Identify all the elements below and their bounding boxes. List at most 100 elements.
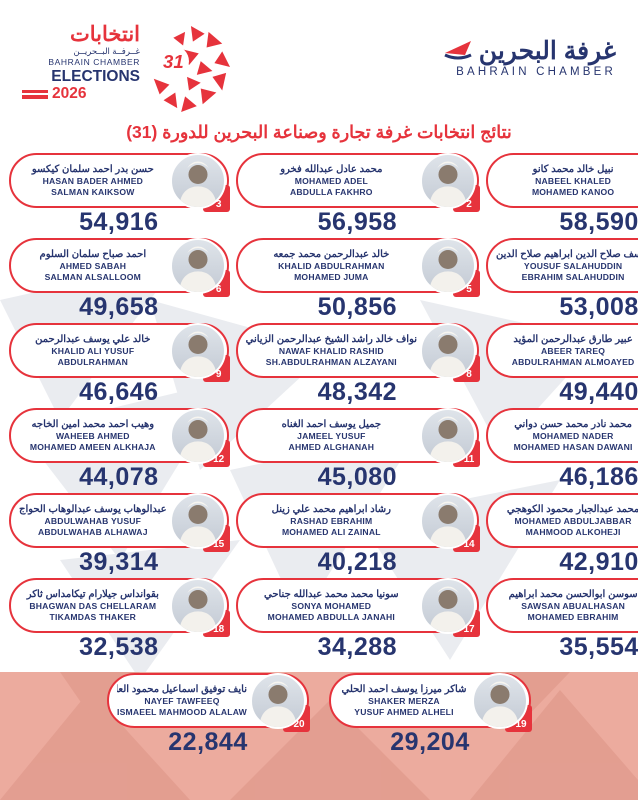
person-icon <box>429 161 467 207</box>
vote-count: 44,078 <box>79 463 159 491</box>
candidate-name-english-line1: KHALID ALI YUSUF <box>51 345 135 356</box>
elections-logo-year: 2026 <box>52 85 87 102</box>
vote-count: 22,844 <box>168 728 248 756</box>
candidate-name-english-line1: KHALID ABDULRAHMAN <box>278 260 385 271</box>
header: انتخابات غــرفــة البــحريــن BAHRAIN CH… <box>0 24 638 118</box>
candidate-names: خالد عبدالرحمن محمد جمعه KHALID ABDULRAH… <box>246 249 417 283</box>
candidate-name-arabic: جميل يوسف احمد الغناه <box>281 418 382 430</box>
candidate-name-english-line2: SALMAN KAIKSOW <box>51 186 135 197</box>
candidate-card: سونيا محمد محمد عبدالله جناحي SONYA MOHA… <box>235 577 481 661</box>
rank-number: 15 <box>213 538 225 550</box>
candidate-card: خالد علي يوسف عبدالرحمن KHALID ALI YUSUF… <box>9 322 230 406</box>
candidate-card: نواف خالد راشد الشيخ عبدالرحمن الزياني N… <box>235 322 481 406</box>
elections-logo-year-row: 2026 <box>22 85 140 103</box>
candidate-names: خالد علي يوسف عبدالرحمن KHALID ALI YUSUF… <box>19 334 167 368</box>
vote-count: 49,658 <box>79 293 159 321</box>
candidate-name-english-line1: BHAGWAN DAS CHELLARAM <box>29 600 157 611</box>
candidate-pill: محمد عادل عبدالله فخرو MOHAMED ADEL ABDU… <box>235 152 481 212</box>
candidate-name-arabic: محمد عادل عبدالله فخرو <box>280 163 383 175</box>
candidate-names: نبيل خالد محمد كانو NABEEL KHALED MOHAME… <box>496 164 638 198</box>
candidate-pill: محمد نادر محمد حسن دواني MOHAMED NADER M… <box>486 408 638 463</box>
candidate-name-arabic: سوسن ابوالحسن محمد ابراهيم <box>508 588 638 600</box>
candidate-name-english-line2: MOHAMED EBRAHIM <box>527 611 619 622</box>
person-icon <box>429 246 467 292</box>
candidate-card: نبيل خالد محمد كانو NABEEL KHALED MOHAME… <box>486 153 638 236</box>
chamber-logo-name-arabic: غرفة البحرين <box>478 37 616 65</box>
rank-number: 5 <box>466 283 472 295</box>
candidate-names: جميل يوسف احمد الغناه JAMEEL YUSUF AHMED… <box>246 419 417 453</box>
rank-number: 19 <box>515 718 527 730</box>
chamber-logo-name-english: BAHRAIN CHAMBER <box>456 66 616 78</box>
round-31-starburst-icon: 31 <box>153 25 231 113</box>
candidate-photo-assembly: 17 <box>420 577 481 637</box>
candidate-names: محمد عبدالجبار محمود الكوهجي MOHAMED ABD… <box>496 504 638 538</box>
candidate-pill: نبيل خالد محمد كانو NABEEL KHALED MOHAME… <box>486 153 638 208</box>
rank-number: 14 <box>463 538 475 550</box>
candidate-name-arabic: سونيا محمد محمد عبدالله جناحي <box>263 588 399 600</box>
candidate-card: محمد عادل عبدالله فخرو MOHAMED ADEL ABDU… <box>235 152 481 236</box>
elections-logo-title-arabic: انتخابات <box>70 23 140 46</box>
candidate-name-english-line1: ABEER TAREQ <box>541 345 606 356</box>
candidate-photo-assembly: 6 <box>169 237 230 297</box>
candidate-pill: خالد عبدالرحمن محمد جمعه KHALID ABDULRAH… <box>235 237 481 297</box>
candidate-name-english-line2: ABDULWAHAB ALHAWAJ <box>37 526 148 537</box>
candidate-names: محمد نادر محمد حسن دواني MOHAMED NADER M… <box>496 419 638 453</box>
candidate-name-english-line1: SONYA MOHAMED <box>291 600 372 611</box>
vote-count: 46,186 <box>559 463 638 491</box>
candidate-photo-assembly: 14 <box>420 492 481 552</box>
candidate-name-arabic: محمد نادر محمد حسن دواني <box>514 418 632 430</box>
vote-count: 50,856 <box>317 293 398 321</box>
poster-content: انتخابات غــرفــة البــحريــن BAHRAIN CH… <box>0 24 638 756</box>
candidate-photo-assembly: 2 <box>420 152 481 212</box>
candidate-name-english-line1: MOHAMED NADER <box>532 430 614 441</box>
vote-count: 34,288 <box>317 633 398 661</box>
candidate-names: سونيا محمد محمد عبدالله جناحي SONYA MOHA… <box>246 589 417 623</box>
elections-logo-text: انتخابات غــرفــة البــحريــن BAHRAIN CH… <box>22 24 140 103</box>
candidate-photo-assembly: 5 <box>420 237 481 297</box>
elections-logo-subtitle-english: BAHRAIN CHAMBER <box>48 57 140 67</box>
elections-logo-subtitle-arabic: غــرفــة البــحريــن <box>73 46 140 56</box>
candidate-pill: سونيا محمد محمد عبدالله جناحي SONYA MOHA… <box>235 577 481 637</box>
candidate-names: نايف توفيق اسماعيل محمود العلوي NAYEF TA… <box>117 684 247 718</box>
candidate-card: احمد صباح سلمان السلوم AHMED SABAH SALMA… <box>9 237 230 321</box>
candidate-name-arabic: نايف توفيق اسماعيل محمود العلوي <box>117 683 247 695</box>
candidate-pill: نايف توفيق اسماعيل محمود العلوي NAYEF TA… <box>107 672 310 732</box>
rank-number: 11 <box>463 453 475 465</box>
candidate-name-english-line2: MOHAMED HASAN DAWANI <box>513 441 633 452</box>
candidate-name-english-line1: SAWSAN ABUALHASAN <box>521 600 626 611</box>
vote-count: 39,314 <box>79 548 159 576</box>
candidate-card: محمد عبدالجبار محمود الكوهجي MOHAMED ABD… <box>486 493 638 576</box>
candidate-photo-assembly: 19 <box>472 672 532 732</box>
candidate-pill: عبير طارق عبدالرحمن المؤيد ABEER TAREQ A… <box>486 323 638 378</box>
candidate-card: بقوانداس جيلارام تيكامداس ثاكر BHAGWAN D… <box>9 577 230 661</box>
rank-number: 3 <box>215 198 222 210</box>
rank-number: 2 <box>466 198 472 210</box>
vote-count: 54,916 <box>79 208 159 236</box>
candidate-name-english-line2: AHMED ALGHANAH <box>288 441 375 452</box>
candidate-name-english-line1: JAMEEL YUSUF <box>297 430 366 441</box>
candidate-card: محمد نادر محمد حسن دواني MOHAMED NADER M… <box>486 408 638 491</box>
vote-count: 48,342 <box>317 378 398 406</box>
rank-number: 8 <box>466 368 472 380</box>
candidate-photo-assembly: 12 <box>169 407 230 467</box>
candidate-name-english-line1: RASHAD EBRAHIM <box>290 515 373 526</box>
candidate-card: نايف توفيق اسماعيل محمود العلوي NAYEF TA… <box>107 672 310 756</box>
candidate-name-arabic: يوسف صلاح الدين ابراهيم صلاح الدين <box>496 248 638 260</box>
vote-count: 49,440 <box>559 378 638 406</box>
candidate-name-english-line2: MOHAMED ALI ZAINAL <box>281 526 381 537</box>
rank-number: 9 <box>215 368 222 380</box>
candidate-avatar <box>420 152 477 209</box>
candidate-name-english-line1: SHAKER MERZA <box>368 695 440 706</box>
candidate-names: بقوانداس جيلارام تيكامداس ثاكر BHAGWAN D… <box>19 589 167 623</box>
candidate-name-arabic: رشاد ابراهيم محمد علي زينل <box>271 503 391 515</box>
candidate-pill: نواف خالد راشد الشيخ عبدالرحمن الزياني N… <box>235 322 481 382</box>
candidate-name-english-line2: YUSUF AHMED ALHELI <box>354 706 454 717</box>
candidate-name-english-line1: NAWAF KHALID RASHID <box>278 345 384 356</box>
candidate-name-english-line1: AHMED SABAH <box>59 260 127 271</box>
candidate-name-english-line1: MOHAMED ADEL <box>294 175 368 186</box>
candidate-name-english-line2: MOHAMED KANOO <box>531 186 615 197</box>
candidate-name-english-line1: MOHAMED ABDULJABBAR <box>514 515 632 526</box>
candidate-name-arabic: بقوانداس جيلارام تيكامداس ثاكر <box>26 588 159 600</box>
candidate-photo-assembly: 3 <box>169 152 230 212</box>
candidate-pill: جميل يوسف احمد الغناه JAMEEL YUSUF AHMED… <box>235 407 481 467</box>
